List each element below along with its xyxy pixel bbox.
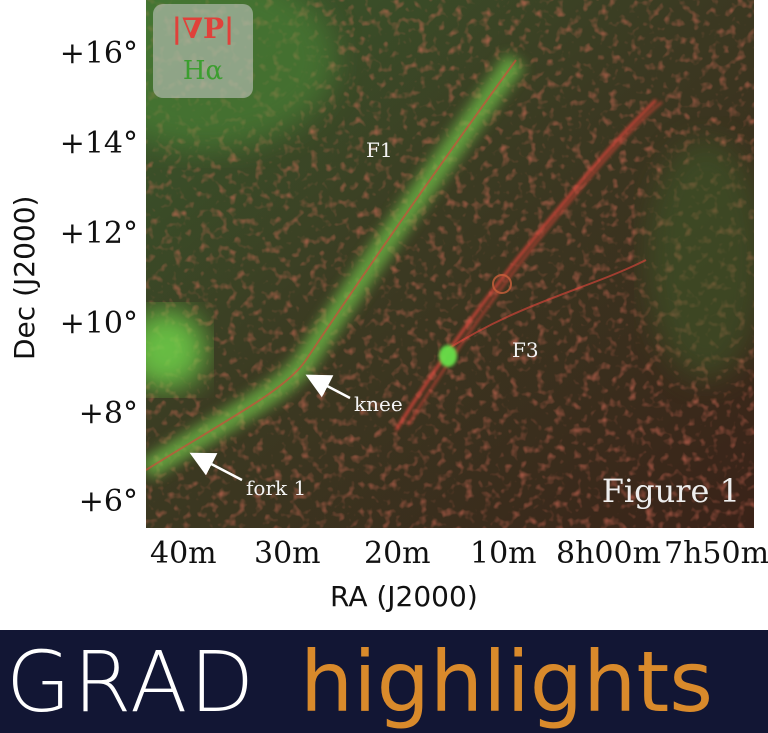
sky-map-image: |∇P| Hα F1 F3 knee fork 1 Figure 1 [146,0,754,528]
x-tick: 10m [470,536,537,571]
y-axis-label: Dec (J2000) [8,195,41,360]
grad-highlights-banner: GRAD highlights [0,630,768,733]
annotation-f3: F3 [512,338,539,362]
legend-gradient-label: |∇P| [171,12,235,45]
banner-highlights-text: highlights [300,633,714,731]
annotation-fork: fork 1 [246,476,307,500]
annotation-knee: knee [354,392,403,416]
y-tick: +8° [78,396,138,431]
y-tick: +10° [59,306,138,341]
x-tick: 30m [254,536,321,571]
banner-grad-text: GRAD [6,633,257,731]
y-tick: +16° [59,36,138,71]
y-axis-ticks: +16° +14° +12° +10° +8° +6° [0,0,138,528]
y-tick: +12° [59,216,138,251]
x-tick: 8h00m [556,536,662,571]
figure-label: Figure 1 [601,472,740,510]
annotation-arrows [189,374,351,482]
y-tick: +14° [59,126,138,161]
annotation-f1: F1 [366,138,393,162]
x-tick: 7h50m [664,536,768,571]
x-tick: 40m [150,536,217,571]
x-tick: 20m [364,536,431,571]
legend-halpha-label: Hα [182,56,224,86]
y-tick: +6° [78,484,138,519]
knee-arrow [305,374,351,400]
x-axis-label: RA (J2000) [330,580,478,613]
fork-arrow [189,452,243,482]
figure: +16° +14° +12° +10° +8° +6° Dec (J2000) [0,0,768,613]
legend-box: |∇P| Hα [153,4,253,98]
